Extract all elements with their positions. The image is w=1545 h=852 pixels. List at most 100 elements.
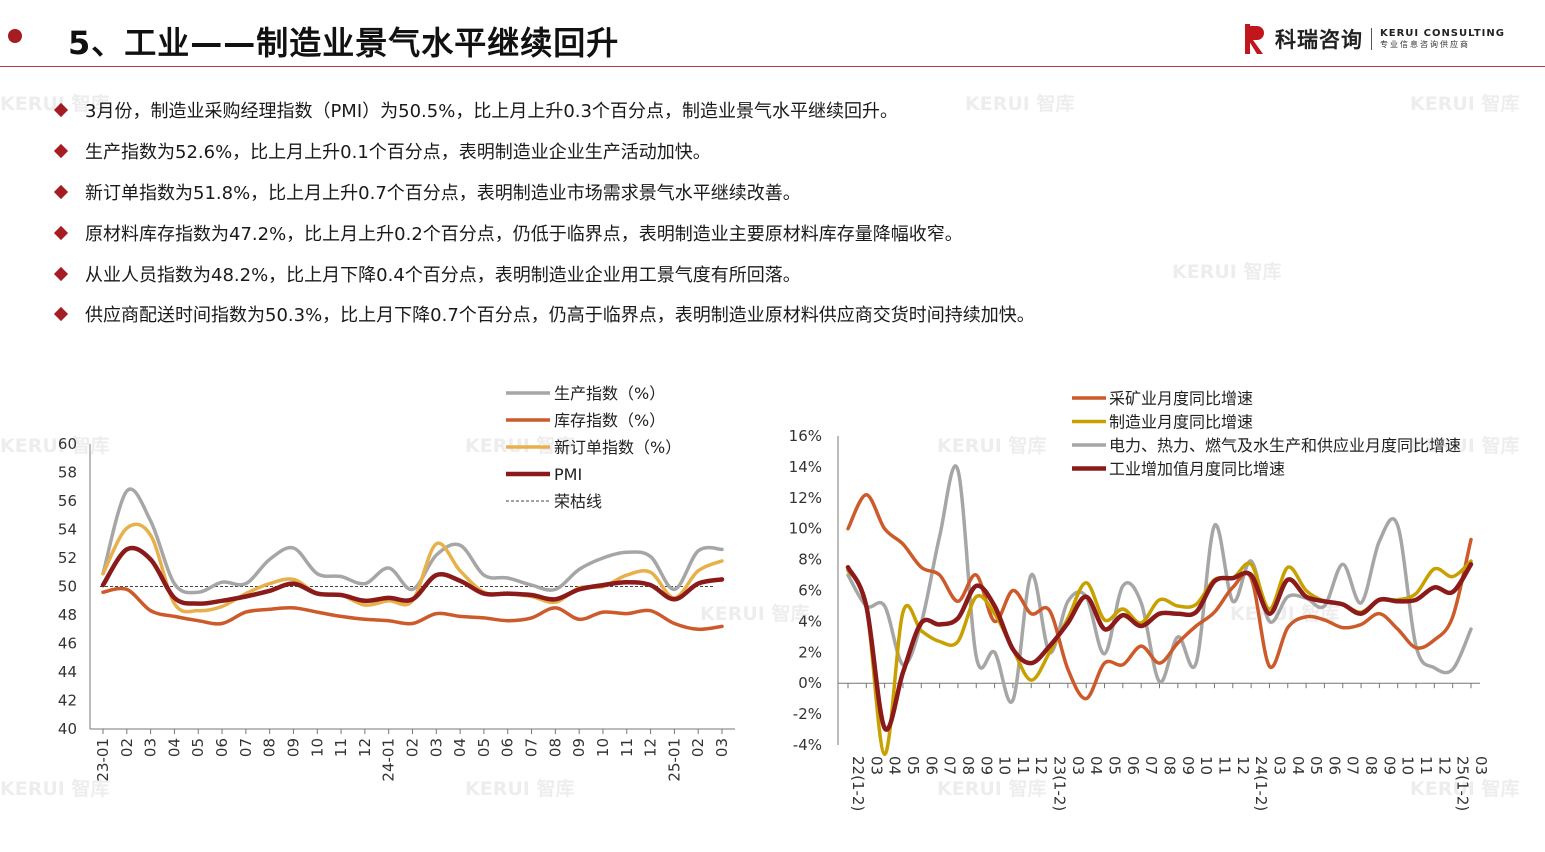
bullet-item: 新订单指数为51.8%，比上月上升0.7个百分点，表明制造业市场需求景气水平继续… <box>53 172 1035 213</box>
bullet-text: 新订单指数为51.8%，比上月上升0.7个百分点，表明制造业市场需求景气水平继续… <box>85 182 801 204</box>
x-tick-label: 11 <box>1417 756 1435 775</box>
y-tick-label: -2% <box>793 705 822 723</box>
y-tick-label: 12% <box>789 489 822 507</box>
y-tick-label: 14% <box>789 458 822 476</box>
legend-label: 采矿业月度同比增速 <box>1109 389 1253 408</box>
watermark-text: KERUI 智库 <box>965 92 1074 115</box>
legend-label: 荣枯线 <box>554 492 602 511</box>
bullet-item: 供应商配送时间指数为50.3%，比上月下降0.7个百分点，仍高于临界点，表明制造… <box>53 294 1035 335</box>
x-tick-label: 05 <box>475 738 493 757</box>
y-tick-label: -4% <box>793 736 822 754</box>
y-tick-label: 8% <box>798 551 822 569</box>
x-tick-label: 11 <box>332 738 350 757</box>
x-tick-label: 23(1-2) <box>1051 756 1069 811</box>
x-tick-label: 09 <box>284 738 302 757</box>
x-tick-label: 08 <box>261 738 279 757</box>
x-tick-label: 03 <box>1472 756 1490 775</box>
logo-separator <box>1371 28 1372 50</box>
y-tick-label: 56 <box>58 492 77 510</box>
x-tick-label: 07 <box>941 756 959 775</box>
y-tick-label: 6% <box>798 582 822 600</box>
series-line <box>845 561 1474 732</box>
x-tick-label: 02 <box>404 738 422 757</box>
series-line <box>101 487 724 595</box>
x-tick-label: 12 <box>1435 756 1453 775</box>
series-line <box>846 464 1473 704</box>
watermark-text: KERUI 智库 <box>0 777 109 800</box>
x-tick-label: 08 <box>1362 756 1380 775</box>
series-line <box>101 586 724 632</box>
watermark-text: KERUI 智库 <box>465 777 574 800</box>
x-tick-label: 12 <box>1032 756 1050 775</box>
x-tick-label: 03 <box>867 756 885 775</box>
x-tick-label: 23-01 <box>94 738 112 782</box>
y-tick-label: 44 <box>58 663 77 681</box>
bullet-item: 3月份，制造业采购经理指数（PMI）为50.5%，比上月上升0.3个百分点，制造… <box>53 90 1035 131</box>
y-tick-label: 16% <box>789 427 822 445</box>
x-tick-label: 10 <box>308 738 326 757</box>
x-tick-label: 07 <box>523 738 541 757</box>
x-tick-label: 03 <box>427 738 445 757</box>
bullet-list: 3月份，制造业采购经理指数（PMI）为50.5%，比上月上升0.3个百分点，制造… <box>53 90 1035 335</box>
series-line <box>846 492 1473 701</box>
x-tick-label: 09 <box>977 756 995 775</box>
x-tick-label: 06 <box>922 756 940 775</box>
x-tick-label: 04 <box>165 738 183 757</box>
logo-english-name: KERUI CONSULTING <box>1380 28 1505 39</box>
legend-label: PMI <box>554 465 582 484</box>
x-tick-label: 04 <box>451 738 469 757</box>
x-tick-label: 03 <box>142 738 160 757</box>
x-tick-label: 10 <box>996 756 1014 775</box>
header-divider <box>0 66 1545 67</box>
x-tick-label: 03 <box>1069 756 1087 775</box>
watermark-text: KERUI 智库 <box>0 92 109 115</box>
x-tick-label: 24(1-2) <box>1252 756 1270 811</box>
x-tick-label: 25(1-2) <box>1454 756 1472 811</box>
x-tick-label: 06 <box>499 738 517 757</box>
x-tick-label: 12 <box>1234 756 1252 775</box>
x-tick-label: 05 <box>904 756 922 775</box>
y-tick-label: 60 <box>58 435 77 453</box>
x-tick-label: 10 <box>1197 756 1215 775</box>
bullet-item: 从业人员指数为48.2%，比上月下降0.4个百分点，表明制造业企业用工景气度有所… <box>53 253 1035 294</box>
y-tick-label: 10% <box>789 520 822 538</box>
x-tick-label: 22(1-2) <box>849 756 867 811</box>
legend-label: 生产指数（%） <box>554 384 665 403</box>
x-tick-label: 04 <box>1087 756 1105 775</box>
x-tick-label: 24-01 <box>380 738 398 782</box>
y-tick-label: 48 <box>58 606 77 624</box>
watermark-text: KERUI 智库 <box>1410 434 1519 457</box>
x-tick-label: 03 <box>1270 756 1288 775</box>
bullet-text: 从业人员指数为48.2%，比上月下降0.4个百分点，表明制造业企业用工景气度有所… <box>85 264 801 286</box>
x-tick-label: 05 <box>189 738 207 757</box>
x-tick-label: 11 <box>1014 756 1032 775</box>
x-tick-label: 10 <box>1399 756 1417 775</box>
logo-mark-icon <box>1245 24 1267 54</box>
legend-label: 制造业月度同比增速 <box>1109 413 1253 432</box>
x-tick-label: 06 <box>213 738 231 757</box>
legend-label: 工业增加值月度同比增速 <box>1109 460 1285 479</box>
watermark-layer: KERUI 智库 KERUI 智库 KERUI 智库 KERUI 智库 KERUI 智库… <box>0 92 1519 800</box>
x-tick-label: 05 <box>1307 756 1325 775</box>
x-tick-label: 11 <box>618 738 636 757</box>
page-title: 5、工业——制造业景气水平继续回升 <box>68 24 620 62</box>
pmi-chart: 40 42 44 46 48 50 52 54 56 58 60 23-01 02 03 04 05 06 07 0… <box>58 384 735 782</box>
x-tick-label: 02 <box>689 738 707 757</box>
series-line <box>100 545 725 606</box>
x-tick-label: 06 <box>1124 756 1142 775</box>
y-tick-label: 52 <box>58 549 77 567</box>
x-tick-label: 02 <box>118 738 136 757</box>
x-tick-label: 03 <box>713 738 731 757</box>
legend-label: 电力、热力、燃气及水生产和供应业月度同比增速 <box>1109 436 1461 455</box>
x-tick-label: 04 <box>1289 756 1307 775</box>
x-tick-label: 09 <box>1179 756 1197 775</box>
x-tick-label: 10 <box>594 738 612 757</box>
x-tick-label: 12 <box>356 738 374 757</box>
watermark-text: KERUI 智库 <box>1172 260 1281 283</box>
y-tick-label: 40 <box>58 720 77 738</box>
bullet-item: 生产指数为52.6%，比上月上升0.1个百分点，表明制造业企业生产活动加快。 <box>53 131 1035 172</box>
y-tick-label: 50 <box>58 578 77 596</box>
y-tick-label: 2% <box>798 643 822 661</box>
x-tick-label: 08 <box>1161 756 1179 775</box>
y-tick-label: 42 <box>58 692 77 710</box>
